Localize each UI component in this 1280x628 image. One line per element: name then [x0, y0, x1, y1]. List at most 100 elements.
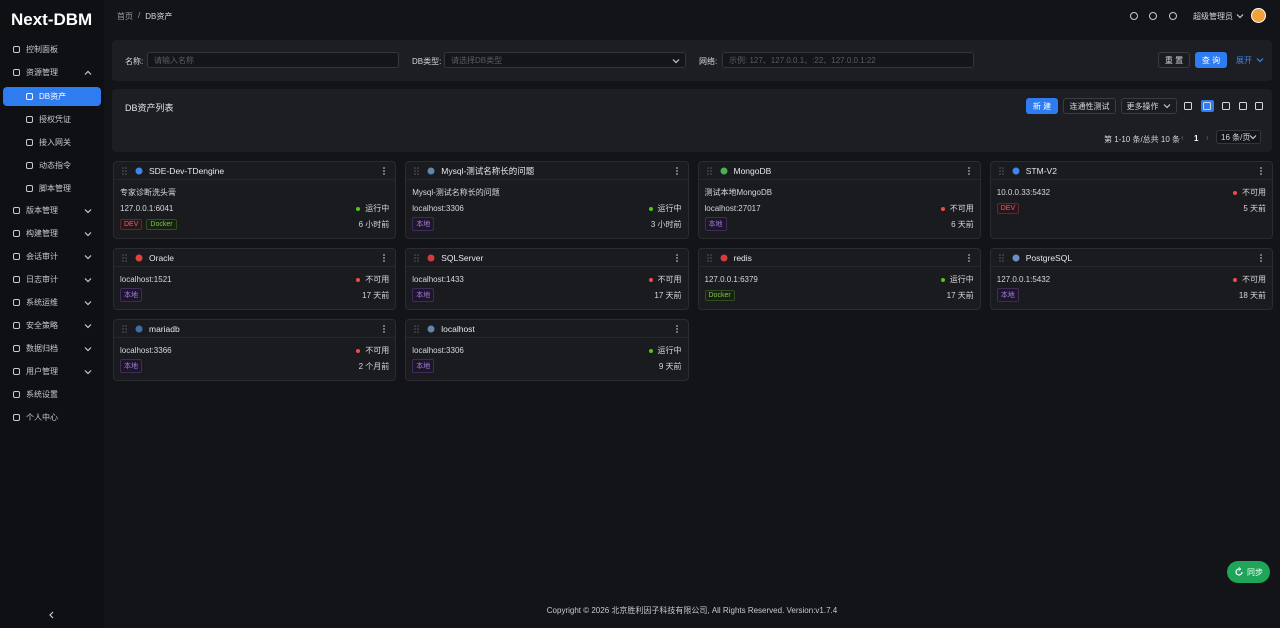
db-card[interactable]: mariadb localhost:3366 不可用 本地 2 个月前 [113, 319, 397, 381]
user-name[interactable]: 超级管理员 [1193, 12, 1233, 21]
time: 6 天前 [951, 219, 974, 229]
menu-item[interactable]: 系统设置 [3, 385, 101, 404]
menu-label: 系统设置 [26, 390, 58, 399]
address: localhost:1433 [412, 274, 464, 284]
menu-item[interactable]: 控制面板 [3, 40, 101, 59]
menu-item[interactable]: 构建管理 [3, 224, 101, 243]
toolbar-icon[interactable] [1253, 100, 1266, 112]
expand-label: 展开 [1236, 56, 1252, 65]
status-text: 不可用 [949, 203, 974, 213]
breadcrumb-separator: / [138, 11, 141, 20]
more-button[interactable]: 更多操作 [1121, 98, 1177, 114]
next-page[interactable]: › [1206, 133, 1209, 142]
status-dot [648, 277, 653, 282]
db-card[interactable]: MongoDB 测试本地MongoDB localhost:27017 不可用 本地 6 … [697, 161, 981, 239]
db-card[interactable]: redis 127.0.0.1:6379 运行中 Docker 17 天前 [697, 248, 981, 310]
submenu-item[interactable]: DB资产 [3, 87, 101, 106]
input[interactable]: 示例: 127、127.0.0.1、:22、127.0.0.1:22 [722, 52, 974, 68]
submenu-item[interactable]: 动态指令 [3, 156, 101, 175]
menu-item[interactable]: 版本管理 [3, 201, 101, 220]
toolbar-icon[interactable] [1237, 100, 1250, 112]
more-caret [1163, 104, 1170, 109]
menu-label: 系统运维 [26, 298, 58, 307]
db-card[interactable]: localhost localhost:3306 运行中 本地 9 天前 [405, 319, 689, 381]
sync-button[interactable]: 同步 [1227, 561, 1270, 583]
toolbar-icon[interactable] [1220, 100, 1233, 112]
card-menu [1260, 253, 1262, 262]
card-menu [675, 324, 678, 333]
status-dot [1233, 190, 1237, 195]
placeholder: 示例: 127、127.0.0.1、:22、127.0.0.1:22 [729, 55, 876, 65]
menu-item[interactable]: 资源管理 [3, 63, 101, 82]
avatar[interactable] [1251, 8, 1266, 23]
breadcrumb-item[interactable]: 首页 [117, 12, 133, 21]
card-menu [1260, 166, 1262, 175]
toolbar-icon[interactable] [1201, 100, 1214, 112]
menu-label: 动态指令 [39, 161, 71, 170]
submenu-item[interactable]: 接入网关 [3, 133, 101, 152]
page-size-select[interactable]: 16 条/页 [1216, 130, 1261, 144]
menu-label: 个人中心 [26, 413, 58, 422]
db-card[interactable]: SDE-Dev-TDengine 专家诊断洗头膏 127.0.0.1:6041 运行中… [113, 161, 397, 239]
menu-caret [84, 370, 92, 375]
create-button[interactable]: 新 建 [1026, 98, 1058, 114]
description-row: 测试本地MongoDB [705, 184, 974, 200]
card-menu [967, 253, 970, 262]
status-text: 不可用 [657, 274, 682, 284]
menu-item[interactable]: 会话审计 [3, 247, 101, 266]
address: 127.0.0.1:6041 [120, 203, 174, 213]
menu-item[interactable]: 系统运维 [3, 293, 101, 312]
db-card[interactable]: Mysql-测试名称长的问题 Mysql-测试名称长的问题 localhost:33… [405, 161, 689, 239]
prev-page[interactable]: ‹ [1181, 133, 1184, 142]
menu-item[interactable]: 日志审计 [3, 270, 101, 289]
address-row: 10.0.0.33:5432 不可用 [997, 184, 1266, 200]
address-row: localhost:1521 不可用 [120, 271, 389, 287]
current-page[interactable]: 1 [1194, 134, 1199, 143]
db-name: PostgreSQL [1025, 252, 1073, 263]
status: 运行中 [648, 345, 682, 356]
toolbar-icon[interactable] [1182, 100, 1195, 112]
tags: 本地 [412, 288, 438, 302]
card-header: Mysql-测试名称长的问题 [406, 162, 688, 180]
menu-item[interactable]: 用户管理 [3, 362, 101, 381]
tags: Docker [704, 289, 739, 301]
tag: 本地 [412, 217, 435, 231]
status: 不可用 [1233, 274, 1266, 285]
menu-item[interactable]: 数据归档 [3, 339, 101, 358]
description: 测试本地MongoDB [704, 187, 773, 197]
menu-icon [13, 46, 20, 53]
query-button[interactable]: 查 询 [1195, 52, 1227, 68]
card-header: STM-V2 [990, 162, 1272, 180]
db-card[interactable]: PostgreSQL 127.0.0.1:5432 不可用 本地 18 天前 [989, 248, 1273, 310]
time: 18 天前 [1238, 290, 1266, 300]
input[interactable]: 请选择DB类型 [444, 52, 686, 68]
db-card[interactable]: Oracle localhost:1521 不可用 本地 17 天前 [113, 248, 397, 310]
db-card[interactable]: SQLServer localhost:1433 不可用 本地 17 天前 [405, 248, 689, 310]
tags: 本地 [120, 359, 146, 373]
tag: 本地 [704, 217, 727, 231]
field-label: 名称: [125, 57, 144, 66]
address-row: 127.0.0.1:6041 运行中 [120, 200, 389, 216]
submenu-item[interactable]: 授权凭证 [3, 110, 101, 129]
menu-label: 构建管理 [26, 229, 58, 238]
submenu-item[interactable]: 脚本管理 [3, 179, 101, 198]
menu-item[interactable]: 个人中心 [3, 408, 101, 427]
status-dot [648, 348, 653, 353]
input[interactable]: 请输入名称 [147, 52, 399, 68]
reset-button[interactable]: 重 置 [1158, 52, 1190, 68]
menu-item[interactable]: 安全策略 [3, 316, 101, 335]
address-row: localhost:3306 运行中 [412, 342, 681, 358]
menu-label: 脚本管理 [39, 184, 71, 193]
expand-link[interactable]: 展开 [1236, 55, 1265, 66]
menu-caret [84, 324, 92, 329]
test-button[interactable]: 连通性测试 [1063, 98, 1116, 114]
header-icon [1149, 12, 1157, 20]
card-menu [675, 253, 678, 262]
time: 17 天前 [654, 290, 682, 300]
db-card[interactable]: STM-V2 10.0.0.33:5432 不可用 DEV 5 天前 [989, 161, 1273, 239]
menu-icon [13, 299, 20, 306]
address: localhost:3306 [412, 345, 464, 355]
card-grid: SDE-Dev-TDengine 专家诊断洗头膏 127.0.0.1:6041 运行中… [113, 161, 1273, 381]
tags: 本地 [120, 288, 146, 302]
tag: 本地 [120, 288, 142, 302]
